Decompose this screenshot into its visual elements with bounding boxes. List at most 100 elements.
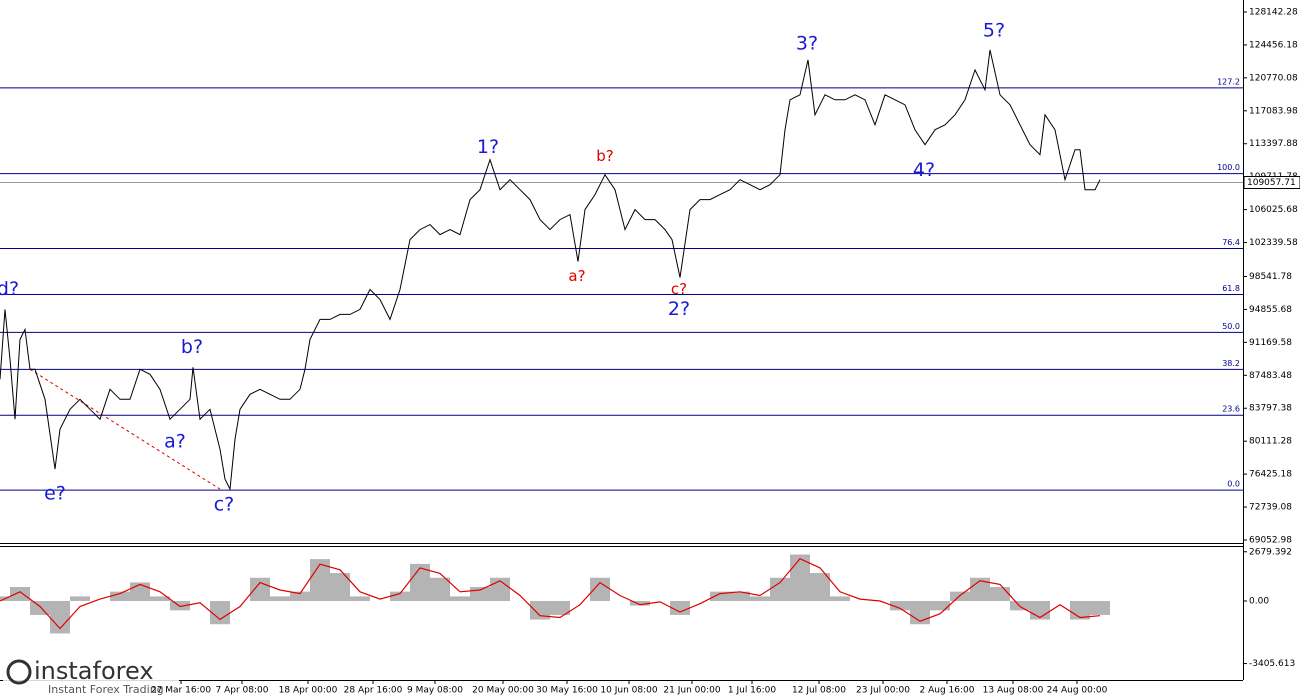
y-tick-label: 128142.28 [1249, 7, 1298, 17]
x-tick-label: 7 Apr 08:00 [216, 686, 269, 696]
x-tick-label: 21 Jun 00:00 [663, 686, 720, 696]
x-tick-label: 18 Apr 00:00 [279, 686, 338, 696]
macd-bar [550, 600, 570, 615]
fib-level-label: 23.6 [1222, 405, 1240, 414]
y-tick-label: 76425.18 [1249, 470, 1292, 480]
macd-bar [1030, 600, 1050, 620]
macd-bar [590, 577, 610, 601]
macd-bar [790, 554, 810, 601]
watermark-box [3, 654, 179, 696]
y-tick-label: 117083.98 [1249, 106, 1298, 116]
macd-bar [710, 591, 730, 601]
macd-bar [290, 591, 310, 601]
macd-bar [530, 600, 550, 620]
fib-level-label: 38.2 [1222, 359, 1240, 368]
macd-bar [470, 587, 490, 601]
macd-bar [1090, 600, 1110, 615]
x-tick-label: 27 Mar 16:00 [151, 686, 211, 696]
y-tick-label: 69052.98 [1249, 536, 1292, 546]
macd-bar [630, 600, 650, 606]
macd-bar [210, 600, 230, 625]
price-line [0, 49, 1101, 491]
y-tick-label: 102339.58 [1249, 238, 1298, 248]
macd-bar [10, 587, 30, 601]
price-panel: 128142.28 124456.18 120770.08 117083.98 1133… [0, 7, 1300, 546]
y-tick-label: 83797.38 [1249, 404, 1292, 414]
macd-bar [390, 591, 410, 601]
x-tick-label: 30 May 16:00 [536, 686, 598, 696]
watermark: instaforex Instant Forex Trading [3, 654, 179, 696]
y-tick-label: 113397.88 [1249, 139, 1298, 149]
wave-label: 3? [796, 32, 818, 54]
macd-bar [250, 577, 270, 601]
macd-bar [150, 596, 170, 601]
macd-bar [50, 600, 70, 634]
y-tick-label: -3405.613 [1249, 659, 1295, 669]
macd-bar [770, 577, 790, 601]
macd-bar [450, 596, 470, 601]
wave-label: e? [44, 483, 66, 505]
macd-bar [970, 577, 990, 601]
x-tick-label: 1 Jul 16:00 [728, 686, 777, 696]
macd-bar [730, 591, 750, 601]
wave-label: c? [214, 494, 235, 516]
macd-bar [930, 600, 950, 611]
x-tick-label: 13 Aug 08:00 [983, 686, 1044, 696]
macd-bar [310, 559, 330, 601]
x-tick-label: 12 Jul 08:00 [792, 686, 846, 696]
macd-bar [750, 596, 770, 601]
macd-bar [70, 596, 90, 601]
macd-bar [130, 582, 150, 601]
wave-label: a? [164, 431, 186, 453]
macd-panel: 2679.392 0.00 -3405.613 [0, 547, 1295, 669]
fib-level-label: 61.8 [1222, 284, 1240, 293]
y-tick-label: 120770.08 [1249, 73, 1298, 83]
fib-level-label: 76.4 [1222, 238, 1240, 247]
watermark-tagline: Instant Forex Trading [48, 683, 164, 696]
macd-bar [410, 563, 430, 601]
x-tick-label: 9 May 08:00 [407, 686, 463, 696]
macd-bar [30, 600, 50, 615]
fib-level-label: 0.0 [1227, 480, 1240, 489]
y-tick-label: 94855.68 [1249, 305, 1292, 315]
macd-bar [810, 573, 830, 601]
wave-label: b? [596, 147, 613, 165]
macd-bar [430, 577, 450, 601]
macd-bar [670, 600, 690, 615]
macd-bar [830, 596, 850, 601]
macd-bar [990, 587, 1010, 601]
wave-label: d? [0, 278, 19, 300]
macd-bar [350, 596, 370, 601]
y-tick-label: 0.00 [1249, 596, 1269, 606]
wave-label: 2? [668, 298, 690, 320]
wave-label: 1? [477, 136, 499, 158]
y-tick-label: 106025.68 [1249, 205, 1298, 215]
signal-line [0, 557, 1101, 630]
macd-bar [330, 573, 350, 601]
wave-label: b? [181, 336, 203, 358]
y-tick-label: 91169.58 [1249, 338, 1292, 348]
watermark-brand: instaforex [34, 657, 154, 685]
watermark-logo [6, 659, 32, 685]
x-tick-label: 24 Aug 00:00 [1047, 686, 1108, 696]
x-tick-label: 20 May 00:00 [472, 686, 534, 696]
macd-bar [110, 591, 130, 601]
y-tick-label: 124456.18 [1249, 40, 1298, 50]
x-tick-label: 28 Apr 16:00 [344, 686, 403, 696]
wave-label: 5? [983, 19, 1005, 41]
x-tick-label: 23 Jul 00:00 [856, 686, 910, 696]
fib-level-label: 127.2 [1217, 77, 1240, 86]
wave-label: c? [671, 280, 687, 298]
x-tick-label: 10 Jun 08:00 [600, 686, 657, 696]
y-tick-label: 80111.28 [1249, 437, 1292, 447]
macd-bar [270, 596, 290, 601]
macd-bar [890, 600, 910, 611]
y-tick-label: 87483.48 [1249, 371, 1292, 381]
y-tick-label: 98541.78 [1249, 272, 1292, 282]
macd-bar [170, 600, 190, 611]
wave-label: 4? [913, 159, 935, 181]
last-price-label: 109057.71 [1247, 178, 1296, 188]
y-tick-label: 72739.08 [1249, 503, 1292, 513]
